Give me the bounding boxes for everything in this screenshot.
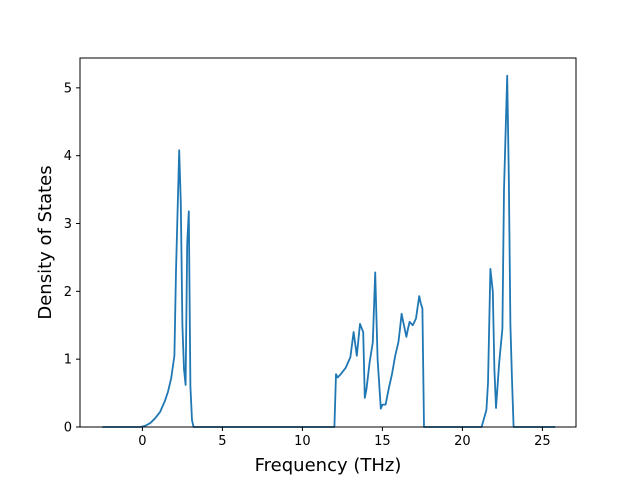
x-tick-label: 15 <box>374 434 391 449</box>
y-tick-label: 1 <box>64 353 72 368</box>
plot-area <box>102 74 556 428</box>
x-tick-label: 20 <box>454 434 471 449</box>
x-axis-label: Frequency (THz) <box>255 455 402 476</box>
x-tick-label: 10 <box>294 434 311 449</box>
x-tick-label: 5 <box>218 434 226 449</box>
axes: 0 5 10 15 20 25 0 1 2 3 4 5 <box>64 57 577 449</box>
x-tick-label: 0 <box>138 434 146 449</box>
y-axis-label: Density of States <box>35 165 56 319</box>
x-tick-label: 25 <box>534 434 551 449</box>
dos-series-line <box>102 74 556 428</box>
y-tick-label: 5 <box>64 81 72 96</box>
y-tick-label: 2 <box>64 285 72 300</box>
y-tick-label: 4 <box>64 149 72 164</box>
plot-frame <box>79 57 577 428</box>
y-tick-label: 3 <box>64 217 72 232</box>
y-tick-label: 0 <box>64 421 72 436</box>
